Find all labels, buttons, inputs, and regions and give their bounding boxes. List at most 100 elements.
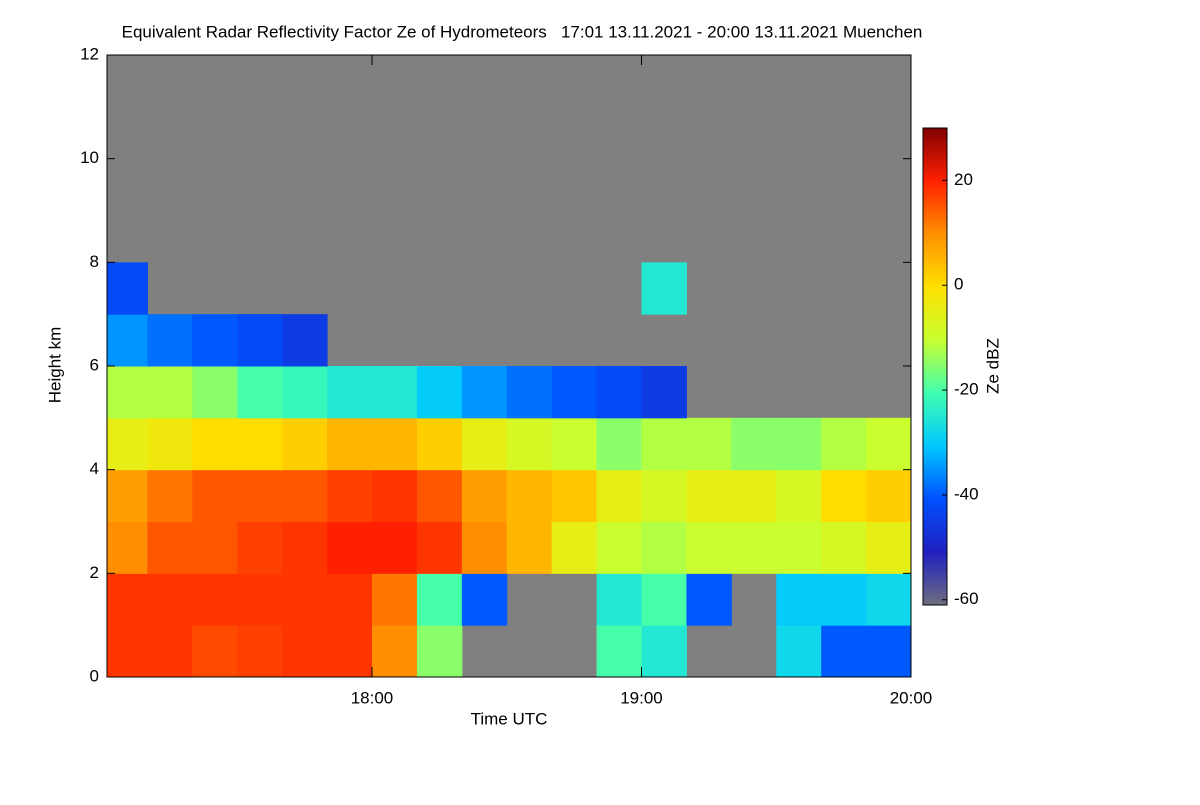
heatmap-cell: [327, 573, 373, 626]
heatmap-cell: [282, 521, 328, 574]
heatmap-cell: [596, 625, 643, 678]
heatmap-cell: [731, 521, 777, 574]
heatmap-cell: [596, 521, 643, 574]
heatmap-cell: [416, 469, 463, 522]
x-tick-label: 18:00: [351, 688, 394, 707]
heatmap-cell: [596, 469, 643, 522]
heatmap-cell: [282, 573, 328, 626]
heatmap-cell: [147, 573, 193, 626]
heatmap-cell: [776, 573, 822, 626]
heatmap-cell: [327, 417, 373, 471]
heatmap-cell: [461, 417, 508, 471]
y-tick-label: 8: [90, 252, 99, 271]
heatmap-cell: [237, 314, 283, 367]
y-tick-label: 4: [90, 459, 99, 478]
colorbar-tick-label: -20: [954, 380, 979, 399]
heatmap-cell: [866, 521, 912, 574]
heatmap-cell: [866, 573, 912, 626]
x-axis-label: Time UTC: [471, 709, 548, 728]
heatmap-cell: [237, 366, 283, 419]
heatmap-cell: [107, 625, 148, 678]
y-tick-label: 12: [80, 44, 99, 63]
heatmap-cell: [551, 366, 598, 419]
heatmap-cell: [821, 625, 867, 678]
heatmap-cell: [641, 521, 687, 574]
heatmap-cell: [237, 573, 283, 626]
heatmap-cell: [461, 366, 508, 419]
heatmap-cell: [416, 573, 463, 626]
heatmap-cell: [416, 366, 463, 419]
heatmap-cell: [282, 469, 328, 522]
heatmap-cell: [147, 521, 193, 574]
heatmap-cell: [192, 314, 238, 367]
heatmap-cell: [461, 573, 508, 626]
heatmap-cell: [596, 417, 643, 471]
heatmap-cell: [147, 366, 193, 419]
heatmap-cell: [416, 521, 463, 574]
heatmap-cell: [147, 469, 193, 522]
heatmap-cell: [776, 521, 822, 574]
heatmap-cell: [551, 521, 598, 574]
colorbar-tick-label: 20: [954, 170, 973, 189]
heatmap-cell: [686, 521, 732, 574]
heatmap-cell: [641, 625, 687, 678]
heatmap-cell: [821, 417, 867, 471]
heatmap-cell: [731, 417, 777, 471]
heatmap-cell: [776, 469, 822, 522]
heatmap-cell: [282, 314, 328, 367]
heatmap-cell: [506, 366, 553, 419]
heatmap-cell: [641, 573, 687, 626]
heatmap-cell: [237, 417, 283, 471]
heatmap-cell: [327, 521, 373, 574]
heatmap-cell: [551, 469, 598, 522]
heatmap-cell: [506, 469, 553, 522]
heatmap-cell: [107, 262, 148, 315]
heatmap-cell: [107, 366, 148, 419]
heatmap-cell: [641, 417, 687, 471]
heatmap-cell: [821, 573, 867, 626]
heatmap-cell: [596, 366, 643, 419]
heatmap-cell: [237, 469, 283, 522]
heatmap-cell: [237, 625, 283, 678]
heatmap-cell: [372, 366, 418, 419]
y-tick-label: 0: [90, 666, 99, 685]
heatmap-cell: [596, 573, 643, 626]
colorbar: [922, 127, 948, 606]
colorbar-tick-label: -40: [954, 484, 979, 503]
heatmap-cell: [192, 417, 238, 471]
heatmap-cell: [107, 469, 148, 522]
heatmap-cell: [147, 417, 193, 471]
heatmap-cell: [416, 417, 463, 471]
heatmap-cell: [506, 521, 553, 574]
x-tick-label: 19:00: [620, 688, 663, 707]
heatmap-cell: [372, 573, 418, 626]
heatmap-cell: [147, 625, 193, 678]
heatmap-cell: [461, 469, 508, 522]
heatmap-cell: [686, 573, 732, 626]
heatmap-cell: [686, 469, 732, 522]
x-tick-label: 20:00: [890, 688, 933, 707]
y-tick-label: 6: [90, 355, 99, 374]
heatmap-cell: [192, 521, 238, 574]
heatmap-cell: [107, 521, 148, 574]
heatmap-cell: [192, 625, 238, 678]
heatmap-cell: [506, 417, 553, 471]
heatmap-cell: [372, 417, 418, 471]
chart-title: Equivalent Radar Reflectivity Factor Ze …: [122, 22, 923, 41]
heatmap-cell: [551, 417, 598, 471]
heatmap-cell: [192, 366, 238, 419]
y-tick-label: 2: [90, 563, 99, 582]
heatmap-cell: [192, 573, 238, 626]
heatmap-cell: [821, 521, 867, 574]
y-axis-label: Height km: [45, 327, 64, 404]
colorbar-tick-label: 0: [954, 275, 963, 294]
heatmap-cell: [866, 625, 912, 678]
heatmap-cell: [192, 469, 238, 522]
heatmap-cell: [461, 521, 508, 574]
heatmap-cell: [866, 469, 912, 522]
heatmap-cell: [372, 625, 418, 678]
heatmap-cell: [327, 625, 373, 678]
heatmap-cell: [776, 625, 822, 678]
heatmap-cell: [776, 417, 822, 471]
